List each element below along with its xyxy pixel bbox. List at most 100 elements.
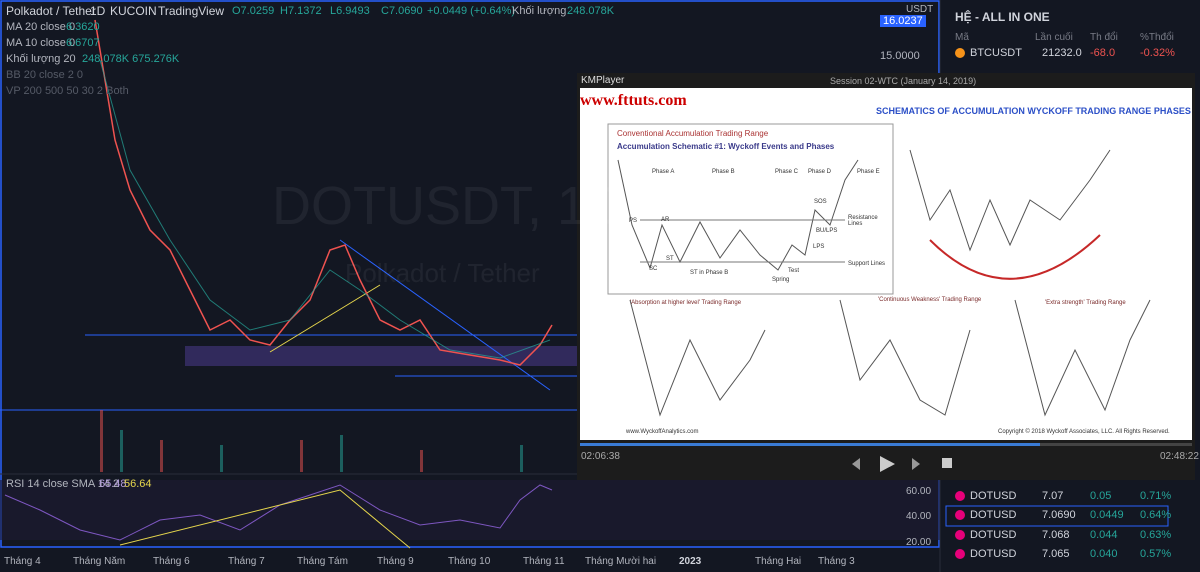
- event-label: Test: [788, 268, 800, 274]
- phase-label: Phase C: [775, 169, 799, 175]
- play-button[interactable]: [880, 456, 895, 472]
- time-label: Tháng 11: [523, 556, 565, 567]
- volume-bar: [160, 440, 163, 472]
- rsi-trend: [119, 489, 411, 549]
- time-label: Tháng 4: [4, 556, 41, 567]
- price-label: 16.0237: [880, 15, 926, 27]
- watchlist-cell: -68.0: [1090, 47, 1116, 59]
- site-name: www.fttuts.com: [580, 92, 687, 109]
- volume-bar: [120, 430, 123, 472]
- watchlist-cell: 0.0449: [1090, 509, 1124, 521]
- ohlc-value: C7.0690: [381, 5, 423, 17]
- line-label: Support Lines: [848, 261, 886, 267]
- volume-bar: [420, 450, 423, 472]
- range-path: [839, 299, 971, 416]
- volume-bar: [520, 445, 523, 472]
- copyright: Copyright © 2018 Wyckoff Associates, LLC…: [998, 429, 1170, 435]
- rsi-value: 65.48: [99, 478, 127, 490]
- indicator-name: BB 20 close 2 0: [6, 69, 84, 81]
- event-label: AR: [661, 217, 670, 223]
- schematic-title: Accumulation Schematic #1: Wyckoff Event…: [617, 142, 835, 151]
- slide: [580, 88, 1192, 440]
- seek-progress: [580, 443, 1040, 446]
- bowl-curve: [929, 234, 1101, 280]
- time-label: Tháng Mười hai: [585, 556, 657, 567]
- selected-row[interactable]: [945, 505, 1169, 527]
- symbol: Polkadot / Tether: [6, 4, 96, 18]
- rsi-line: [4, 484, 553, 541]
- coin-icon: [955, 510, 965, 520]
- watchlist-cell: DOTUSD: [970, 529, 1017, 541]
- box-caption: Conventional Accumulation Trading Range: [617, 129, 769, 138]
- watchlist-cell: 0.63%: [1140, 529, 1172, 541]
- indicator-value: 248.078K 675.276K: [82, 53, 180, 65]
- range-title: 'Continuous Weakness' Trading Range: [878, 297, 982, 303]
- watchlist-cell: DOTUSD: [970, 548, 1017, 560]
- ohlc-value: O7.0259: [232, 5, 275, 17]
- time-label: Tháng 10: [448, 556, 491, 567]
- event-label: LPS: [813, 244, 825, 250]
- platform: TradingView: [158, 4, 225, 18]
- schematic-path: [909, 149, 1111, 252]
- stop-button[interactable]: [942, 458, 952, 468]
- rsi-band: [0, 480, 940, 540]
- coin-icon: [955, 549, 965, 559]
- prev-button[interactable]: [852, 458, 860, 470]
- time-label: 2023: [679, 556, 702, 567]
- coin-icon: [955, 48, 965, 58]
- watchlist-cell: DOTUSD: [970, 509, 1017, 521]
- currency: USDT: [906, 4, 934, 15]
- indicator-name: MA 10 close 0: [6, 37, 76, 49]
- watchlist-cell: 7.0690: [1042, 509, 1076, 521]
- time-label: Tháng Năm: [73, 556, 126, 567]
- next-button[interactable]: [912, 458, 920, 470]
- coin-icon: [955, 530, 965, 540]
- volume-label: Khối lượng: [512, 5, 567, 17]
- total-time: 02:48:22: [1160, 451, 1199, 462]
- ma-line: [99, 59, 551, 359]
- watchlist-cell: 0.05: [1090, 490, 1112, 502]
- footer-url: www.WyckoffAnalytics.com: [626, 429, 699, 435]
- event-label: ST in Phase B: [690, 270, 729, 276]
- watchlist-cell: 21232.0: [1042, 47, 1082, 59]
- range-title: 'Extra strength' Trading Range: [1045, 300, 1126, 306]
- trend-line: [269, 284, 381, 353]
- rsi-value: 56.64: [124, 478, 152, 490]
- time-label: Tháng Hai: [755, 556, 802, 567]
- watchlist-cell: 0.71%: [1140, 490, 1172, 502]
- slide-title: SCHEMATICS OF ACCUMULATION WYCKOFF TRADI…: [876, 106, 1191, 116]
- rsi-level: 60.00: [906, 486, 932, 497]
- watchlist-cell: DOTUSD: [970, 490, 1017, 502]
- event-label: SC: [649, 266, 658, 272]
- volume-value: 248.078K: [567, 5, 615, 17]
- schematic-box: [607, 123, 894, 295]
- event-label: BU/LPS: [816, 228, 838, 234]
- phase-label: Phase A: [652, 169, 675, 175]
- column-header: Mã: [955, 32, 969, 43]
- indicator-name: VP 200 500 50 30 2 Both: [6, 85, 129, 97]
- indicator-value: 6.6707: [66, 37, 100, 49]
- rsi-label: RSI 14 close SMA 14 2: [6, 478, 120, 490]
- ohlc-value: L6.9493: [330, 5, 370, 17]
- phase-label: Phase D: [808, 169, 832, 175]
- time-label: Tháng 9: [377, 556, 414, 567]
- coin-icon: [955, 491, 965, 501]
- player-title: Session 02-WTC (January 14, 2019): [830, 76, 977, 86]
- volume-bar: [300, 440, 303, 472]
- time-label: Tháng 3: [818, 556, 855, 567]
- time-label: Tháng Tám: [297, 556, 348, 567]
- watchlist-cell: -0.32%: [1140, 47, 1175, 59]
- change: +0.0449 (+0.64%): [427, 5, 516, 17]
- volume-bar: [220, 445, 223, 472]
- watchlist-title: HỆ - ALL IN ONE: [955, 10, 1050, 24]
- price-label: 15.0000: [880, 50, 920, 62]
- rsi-level: 20.00: [906, 537, 932, 548]
- time-label: Tháng 7: [228, 556, 265, 567]
- column-header: %Thđổi: [1140, 32, 1174, 43]
- indicator-name: Khối lượng 20: [6, 53, 76, 65]
- watchlist-cell: 0.040: [1090, 548, 1118, 560]
- event-label: SOS: [814, 199, 827, 205]
- watchlist-cell: 0.044: [1090, 529, 1118, 541]
- player-app: KMPlayer: [581, 75, 625, 86]
